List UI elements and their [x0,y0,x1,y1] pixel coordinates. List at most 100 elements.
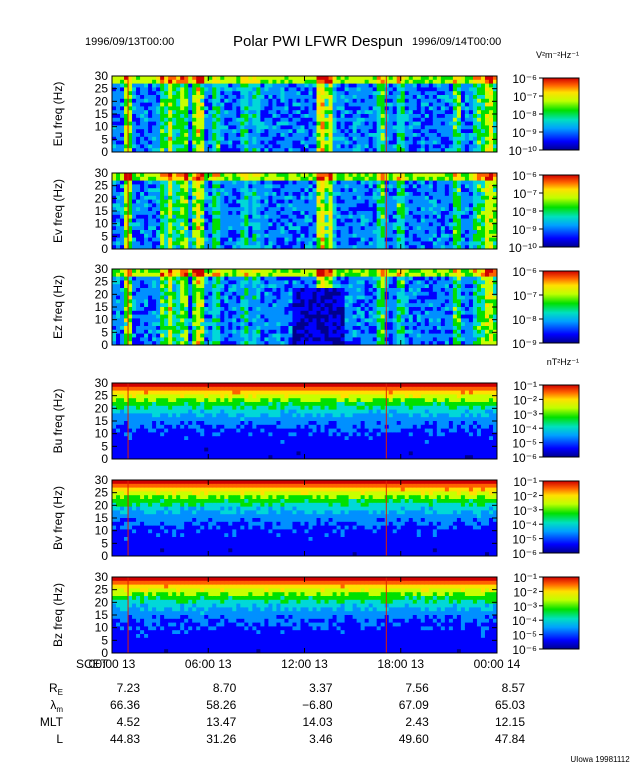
y-tick-label: 10 [95,427,109,441]
colorbar-tick-label: 10⁻² [513,489,537,503]
y-tick-label: 15 [95,300,109,314]
y-tick-label: 10 [95,313,109,327]
colorbar-tick-label: 10⁻⁹ [512,337,537,351]
y-tick-label: 5 [101,633,108,647]
ephemeris-value: 47.84 [495,732,525,746]
y-tick-label: 25 [95,275,109,289]
ephemeris-value: 7.56 [405,681,429,695]
colorbar-bu: 10⁻¹10⁻²10⁻³10⁻⁴10⁻⁵10⁻⁶ nT²Hz⁻¹ [512,357,580,465]
y-tick-label: 0 [101,338,108,352]
colorbar-tick-label: 10⁻⁵ [512,629,537,643]
ephemeris-value: −6.80 [302,698,333,712]
y-tick-label: 20 [95,191,109,205]
y-tick-label: 20 [95,401,109,415]
y-tick-label: 30 [95,376,109,390]
end-time: 1996/09/14T00:00 [412,36,501,48]
colorbar-tick-label: 10⁻¹⁰ [509,144,538,158]
start-time: 1996/09/13T00:00 [85,36,174,48]
ephemeris-value: 4.52 [117,715,141,729]
colorbar-tick-label: 10⁻⁷ [513,187,537,201]
colorbar-tick-label: 10⁻² [513,585,537,599]
y-tick-label: 0 [101,452,108,466]
ephemeris-value: 8.57 [502,681,526,695]
y-tick-label: 25 [95,82,109,96]
colorbar-tick-label: 10⁻⁴ [512,614,537,628]
colorbar-tick-label: 10⁻⁴ [512,422,537,436]
ephemeris-value: 14.03 [302,715,332,729]
y-tick-label: 15 [95,511,109,525]
colorbar-tick-label: 10⁻⁶ [512,451,537,465]
y-tick-label: 30 [95,570,109,584]
colorbar-tick-label: 10⁻² [513,393,537,407]
scet-label: SCET [76,657,109,671]
colorbars: 10⁻⁶10⁻⁷10⁻⁸10⁻⁹10⁻¹⁰V²m⁻²Hz⁻¹10⁻⁶10⁻⁷10… [509,50,580,657]
y-tick-label: 10 [95,524,109,538]
y-axis-label: Bz freq (Hz) [51,583,65,647]
y-tick-label: 15 [95,107,109,121]
y-tick-label: 0 [101,145,108,159]
colorbar-tick-label: 10⁻⁵ [512,533,537,547]
ephemeris-value: 49.60 [399,732,429,746]
colorbar-tick-label: 10⁻⁸ [512,313,537,327]
ephemeris-value: 13.47 [206,715,236,729]
ephemeris-row-label: L [56,732,63,746]
y-tick-label: 0 [101,646,108,660]
ephemeris-value: 66.36 [110,698,140,712]
ephemeris-value: 3.46 [309,732,333,746]
y-tick-label: 20 [95,287,109,301]
ephemeris-value: 67.09 [399,698,429,712]
y-tick-label: 10 [95,217,109,231]
y-tick-label: 30 [95,166,109,180]
ephemeris-value: 58.26 [206,698,236,712]
colorbar-tick-label: 10⁻³ [513,408,537,422]
y-tick-label: 25 [95,389,109,403]
ephemeris-value: 12.15 [495,715,525,729]
y-tick-label: 5 [101,536,108,550]
chart-title: Polar PWI LFWR Despun [233,33,403,50]
y-tick-label: 15 [95,608,109,622]
colorbar-bz: 10⁻¹10⁻²10⁻³10⁻⁴10⁻⁵10⁻⁶ [512,571,580,657]
colorbar-tick-label: 10⁻¹ [513,571,537,585]
credit-footer: UIowa 19981112 [570,755,630,764]
y-axis-label: Bv freq (Hz) [51,486,65,550]
y-tick-label: 5 [101,325,108,339]
y-tick-label: 30 [95,473,109,487]
colorbar-tick-label: 10⁻⁸ [512,108,537,122]
colorbar-tick-label: 10⁻⁴ [512,518,537,532]
y-tick-label: 0 [101,549,108,563]
colorbar-tick-label: 10⁻⁷ [513,90,537,104]
colorbar-tick-label: 10⁻⁶ [512,72,537,86]
colorbar-tick-label: 10⁻¹⁰ [509,241,538,255]
y-axis-label: Eu freq (Hz) [51,82,65,147]
colorbar-tick-label: 10⁻⁶ [512,643,537,657]
ephemeris-row-label: RE [49,681,63,697]
y-tick-label: 15 [95,414,109,428]
colorbar-tick-label: 10⁻⁶ [512,547,537,561]
y-tick-label: 0 [101,242,108,256]
ephemeris-row-label: λm [50,698,63,714]
y-tick-label: 30 [95,262,109,276]
colorbar-eu: 10⁻⁶ 10⁻⁷ 10⁻⁸ 10⁻⁹ 10⁻¹⁰ V²m⁻²Hz⁻¹ [509,50,580,158]
colorbar-unit-label: V²m⁻²Hz⁻¹ [536,50,579,60]
ephemeris-value: 7.23 [117,681,141,695]
ephemeris-row-label: MLT [40,715,64,729]
ephemeris-table: RE 7.23 8.70 3.37 7.56 8.57 λm 66.36 58.26 −6.80 6… [40,681,525,746]
ephemeris-value: 3.37 [309,681,333,695]
ephemeris-value: 31.26 [206,732,236,746]
colorbar-bv: 10⁻¹10⁻²10⁻³10⁻⁴10⁻⁵10⁻⁶ [512,475,580,561]
y-tick-label: 20 [95,595,109,609]
colorbar-tick-label: 10⁻⁶ [512,265,537,279]
y-tick-label: 30 [95,69,109,83]
colorbar-tick-label: 10⁻⁹ [512,223,537,237]
y-axis-label: Ez freq (Hz) [51,275,65,339]
y-tick-label: 25 [95,583,109,597]
colorbar-tick-label: 10⁻⁹ [512,126,537,140]
colorbar-tick-label: 10⁻⁸ [512,205,537,219]
ephemeris-value: 44.83 [110,732,140,746]
